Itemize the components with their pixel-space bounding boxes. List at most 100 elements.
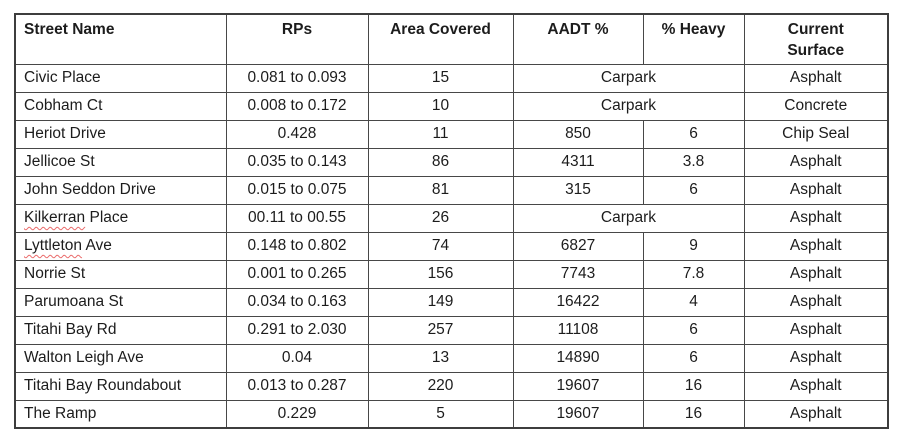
current-surface-cell: Asphalt bbox=[743, 287, 889, 317]
current-surface-cell: Asphalt bbox=[743, 343, 889, 373]
area-covered-cell: 257 bbox=[367, 315, 514, 345]
rps-cell: 00.11 to 00.55 bbox=[225, 203, 369, 233]
street-name-cell: Kilkerran Place bbox=[14, 203, 227, 233]
current-surface-cell: Asphalt bbox=[743, 203, 889, 233]
area-covered-cell: 156 bbox=[367, 259, 514, 289]
area-covered-cell: 13 bbox=[367, 343, 514, 373]
column-header-label: Current Surface bbox=[787, 21, 845, 59]
rps-cell: 0.081 to 0.093 bbox=[225, 63, 369, 93]
heavy-percent-cell: 6 bbox=[642, 119, 745, 149]
header-row: Street Name RPs Area Covered AADT % % Heavy C… bbox=[14, 13, 889, 65]
street-data-table: Street Name RPs Area Covered AADT % % Heavy C… bbox=[14, 13, 889, 430]
area-covered-cell: 5 bbox=[367, 399, 514, 429]
aadt-cell: 11108 bbox=[512, 315, 644, 345]
rps-cell: 0.015 to 0.075 bbox=[225, 175, 369, 205]
carpark-merged-cell: Carpark bbox=[512, 63, 745, 93]
aadt-cell: 6827 bbox=[512, 231, 644, 261]
column-header: Street Name bbox=[14, 13, 227, 65]
current-surface-cell: Asphalt bbox=[743, 175, 889, 205]
aadt-cell: 19607 bbox=[512, 371, 644, 401]
table-row: Lyttleton Ave 0.148 to 0.802 74 6827 9 Asphal… bbox=[14, 231, 889, 261]
area-covered-cell: 81 bbox=[367, 175, 514, 205]
street-name-cell: Lyttleton Ave bbox=[14, 231, 227, 261]
table-row: The Ramp 0.229 5 19607 16 Asphalt bbox=[14, 399, 889, 429]
rps-cell: 0.013 to 0.287 bbox=[225, 371, 369, 401]
column-header: Area Covered bbox=[367, 13, 514, 65]
area-covered-cell: 26 bbox=[367, 203, 514, 233]
column-header: Current Surface bbox=[743, 13, 889, 65]
aadt-cell: 16422 bbox=[512, 287, 644, 317]
column-header: AADT % bbox=[512, 13, 644, 65]
table-row: Kilkerran Place 00.11 to 00.55 26 Carpark As… bbox=[14, 203, 889, 233]
table-row: Norrie St 0.001 to 0.265 156 7743 7.8 Asphalt bbox=[14, 259, 889, 289]
carpark-merged-cell: Carpark bbox=[512, 91, 745, 121]
misspelled-word: Kilkerran bbox=[24, 208, 86, 226]
rps-cell: 0.04 bbox=[225, 343, 369, 373]
street-name-cell: Titahi Bay Roundabout bbox=[14, 371, 227, 401]
heavy-percent-cell: 16 bbox=[642, 399, 745, 429]
current-surface-cell: Asphalt bbox=[743, 147, 889, 177]
current-surface-cell: Chip Seal bbox=[743, 119, 889, 149]
aadt-cell: 4311 bbox=[512, 147, 644, 177]
table-row: Jellicoe St 0.035 to 0.143 86 4311 3.8 Asphal… bbox=[14, 147, 889, 177]
table-row: John Seddon Drive 0.015 to 0.075 81 315 6 Asp… bbox=[14, 175, 889, 205]
current-surface-cell: Asphalt bbox=[743, 63, 889, 93]
street-name-cell: Cobham Ct bbox=[14, 91, 227, 121]
area-covered-cell: 86 bbox=[367, 147, 514, 177]
heavy-percent-cell: 6 bbox=[642, 315, 745, 345]
misspelled-word: Lyttleton bbox=[24, 236, 83, 254]
rps-cell: 0.001 to 0.265 bbox=[225, 259, 369, 289]
table-row: Cobham Ct 0.008 to 0.172 10 Carpark Concrete bbox=[14, 91, 889, 121]
rps-cell: 0.428 bbox=[225, 119, 369, 149]
rps-cell: 0.008 to 0.172 bbox=[225, 91, 369, 121]
aadt-cell: 7743 bbox=[512, 259, 644, 289]
heavy-percent-cell: 3.8 bbox=[642, 147, 745, 177]
area-covered-cell: 10 bbox=[367, 91, 514, 121]
area-covered-cell: 149 bbox=[367, 287, 514, 317]
table-row: Heriot Drive 0.428 11 850 6 Chip Seal bbox=[14, 119, 889, 149]
area-covered-cell: 74 bbox=[367, 231, 514, 261]
table-row: Walton Leigh Ave 0.04 13 14890 6 Asphalt bbox=[14, 343, 889, 373]
table-row: Titahi Bay Roundabout 0.013 to 0.287 220 19… bbox=[14, 371, 889, 401]
heavy-percent-cell: 7.8 bbox=[642, 259, 745, 289]
street-name-cell: Jellicoe St bbox=[14, 147, 227, 177]
current-surface-cell: Asphalt bbox=[743, 315, 889, 345]
rps-cell: 0.229 bbox=[225, 399, 369, 429]
area-covered-cell: 15 bbox=[367, 63, 514, 93]
table-row: Civic Place 0.081 to 0.093 15 Carpark Asphal… bbox=[14, 63, 889, 93]
rps-cell: 0.148 to 0.802 bbox=[225, 231, 369, 261]
street-name-cell: The Ramp bbox=[14, 399, 227, 429]
column-header-label: Street Name bbox=[24, 21, 115, 38]
column-header-label: Area Covered bbox=[390, 21, 491, 38]
aadt-cell: 14890 bbox=[512, 343, 644, 373]
current-surface-cell: Asphalt bbox=[743, 399, 889, 429]
area-covered-cell: 11 bbox=[367, 119, 514, 149]
column-header-label: AADT % bbox=[547, 21, 609, 38]
street-name-cell: John Seddon Drive bbox=[14, 175, 227, 205]
column-header-label: RPs bbox=[281, 21, 313, 38]
aadt-cell: 315 bbox=[512, 175, 644, 205]
table-row: Titahi Bay Rd 0.291 to 2.030 257 11108 6 Asph… bbox=[14, 315, 889, 345]
heavy-percent-cell: 6 bbox=[642, 175, 745, 205]
table-row: Parumoana St 0.034 to 0.163 149 16422 4 Aspha… bbox=[14, 287, 889, 317]
table-header: Street Name RPs Area Covered AADT % % Heavy C… bbox=[14, 13, 889, 65]
street-name-cell: Civic Place bbox=[14, 63, 227, 93]
street-name-cell: Parumoana St bbox=[14, 287, 227, 317]
table-body: Civic Place 0.081 to 0.093 15 Carpark Asphal… bbox=[14, 63, 889, 429]
carpark-merged-cell: Carpark bbox=[512, 203, 745, 233]
column-header-label: % Heavy bbox=[661, 21, 726, 38]
heavy-percent-cell: 4 bbox=[642, 287, 745, 317]
rps-cell: 0.291 to 2.030 bbox=[225, 315, 369, 345]
current-surface-cell: Asphalt bbox=[743, 259, 889, 289]
aadt-cell: 19607 bbox=[512, 399, 644, 429]
street-name-cell: Walton Leigh Ave bbox=[14, 343, 227, 373]
heavy-percent-cell: 9 bbox=[642, 231, 745, 261]
column-header: % Heavy bbox=[642, 13, 745, 65]
street-name-cell: Norrie St bbox=[14, 259, 227, 289]
current-surface-cell: Asphalt bbox=[743, 231, 889, 261]
rps-cell: 0.035 to 0.143 bbox=[225, 147, 369, 177]
area-covered-cell: 220 bbox=[367, 371, 514, 401]
rps-cell: 0.034 to 0.163 bbox=[225, 287, 369, 317]
current-surface-cell: Asphalt bbox=[743, 371, 889, 401]
